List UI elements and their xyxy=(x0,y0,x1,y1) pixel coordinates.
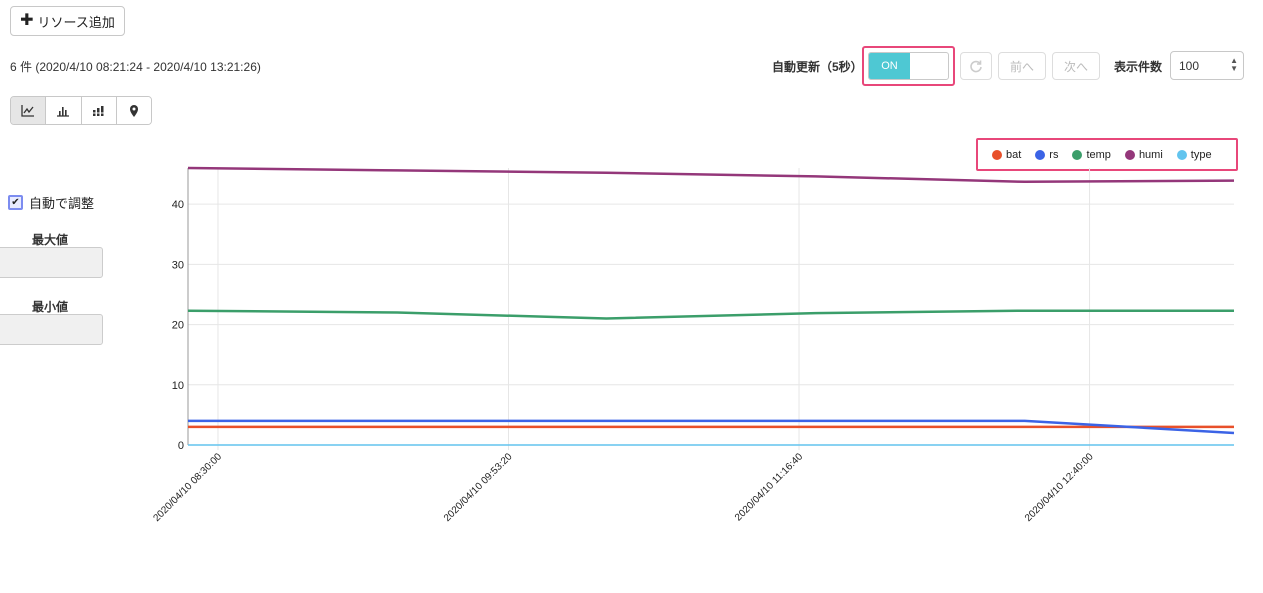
legend-label-temp: temp xyxy=(1086,148,1111,161)
add-resource-label: リソース追加 xyxy=(37,14,115,30)
legend-label-bat: bat xyxy=(1006,148,1022,161)
map-view-button[interactable] xyxy=(115,97,151,124)
line-chart-icon xyxy=(21,104,35,117)
legend-dot xyxy=(1124,149,1135,160)
y-tick-label: 0 xyxy=(178,440,184,452)
stacked-bar-view-button[interactable] xyxy=(80,97,116,124)
chart-legend: bat rs temp humi type xyxy=(976,138,1238,171)
min-value-input[interactable] xyxy=(0,314,103,345)
rows-per-page-select[interactable]: 100 ▲ ▼ xyxy=(1170,51,1244,80)
map-pin-icon xyxy=(129,104,138,117)
legend-item-temp[interactable]: temp xyxy=(1072,148,1111,161)
toggle-on-label: ON xyxy=(869,53,910,79)
toggle-highlight xyxy=(862,46,955,86)
min-value-label: 最小値 xyxy=(31,300,68,314)
y-tick-label: 40 xyxy=(172,199,184,211)
refresh-icon xyxy=(970,60,982,73)
line-chart-view-button[interactable] xyxy=(11,97,46,124)
auto-adjust-label: 自動で調整 xyxy=(29,196,95,211)
max-value-input[interactable] xyxy=(0,247,103,278)
auto-refresh-toggle[interactable]: ON xyxy=(868,52,949,80)
refresh-button[interactable] xyxy=(960,52,992,80)
auto-refresh-label: 自動更新（5秒） xyxy=(772,60,863,74)
x-tick-label: 2020/04/10 11:16:40 xyxy=(733,451,805,523)
legend-dot xyxy=(1035,149,1046,160)
legend-dot xyxy=(992,149,1002,160)
legend-item-rs[interactable]: rs xyxy=(1035,149,1058,161)
legend-item-type[interactable]: type xyxy=(1176,148,1212,161)
legend-dot xyxy=(1176,149,1187,160)
rows-per-page-value: 100 xyxy=(1179,58,1200,73)
add-resource-button[interactable]: ✚ リソース追加 xyxy=(10,6,125,36)
series-line-temp xyxy=(187,309,1234,320)
next-button[interactable]: 次へ xyxy=(1052,52,1100,80)
x-tick-label: 2020/04/10 08:30:00 xyxy=(151,451,224,524)
view-type-group xyxy=(10,96,152,125)
legend-dot xyxy=(1072,149,1083,160)
legend-item-bat[interactable]: bat xyxy=(992,149,1021,161)
y-tick-label: 20 xyxy=(172,320,184,332)
legend-label-type: type xyxy=(1190,148,1212,161)
auto-adjust-checkbox-row[interactable]: ✔ 自動で調整 xyxy=(8,193,94,212)
x-tick-label: 2020/04/10 12:40:00 xyxy=(1023,451,1096,524)
select-arrows-icon: ▲ ▼ xyxy=(1230,56,1238,73)
x-tick-label: 2020/04/10 09:53:20 xyxy=(442,451,515,524)
legend-label-rs: rs xyxy=(1049,148,1059,161)
auto-adjust-checkbox[interactable]: ✔ xyxy=(8,195,23,210)
y-tick-label: 30 xyxy=(172,259,184,271)
record-count-range: 6 件 (2020/4/10 08:21:24 - 2020/4/10 13:2… xyxy=(10,60,261,74)
y-tick-label: 10 xyxy=(172,380,184,392)
rows-per-page-label: 表示件数 xyxy=(1114,60,1163,74)
series-line-humi xyxy=(187,166,1235,184)
legend-item-humi[interactable]: humi xyxy=(1124,148,1163,161)
prev-button[interactable]: 前へ xyxy=(998,52,1046,80)
legend-label-humi: humi xyxy=(1138,148,1163,161)
series-line-rs xyxy=(188,419,1235,435)
plus-icon: ✚ xyxy=(20,12,34,29)
max-value-label: 最大値 xyxy=(31,233,68,247)
stacked-bar-icon xyxy=(92,105,104,116)
bar-chart-view-button[interactable] xyxy=(45,97,81,124)
bar-chart-icon xyxy=(57,106,70,117)
